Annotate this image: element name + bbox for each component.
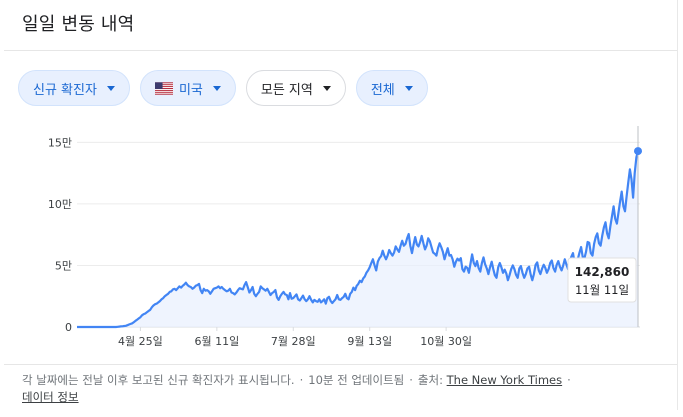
tooltip-date: 11월 11일 xyxy=(575,283,629,297)
y-tick-label: 10만 xyxy=(48,198,72,211)
footer-updated: 10분 전 업데이트됨 xyxy=(308,373,405,387)
metric-filter-label: 신규 확진자 xyxy=(33,82,97,98)
y-tick-label: 5만 xyxy=(55,259,72,272)
daily-change-card: 일일 변동 내역 신규 확진자 미국 모든 지역 전체 xyxy=(4,0,678,410)
region-filter-label: 모든 지역 xyxy=(260,82,313,98)
chevron-down-icon xyxy=(212,85,221,91)
cases-area xyxy=(77,151,638,327)
period-filter-chip[interactable]: 전체 xyxy=(355,70,428,106)
footer-note: 각 날짜에는 전날 이후 보고된 신규 확진자가 표시됩니다. xyxy=(22,373,295,387)
period-filter-label: 전체 xyxy=(370,82,395,98)
country-filter-label: 미국 xyxy=(178,82,203,98)
region-filter-chip[interactable]: 모든 지역 xyxy=(245,70,346,106)
y-axis-ticks: 0 5만 10만 15만 xyxy=(48,136,72,334)
tooltip-background xyxy=(567,257,637,303)
title-divider xyxy=(4,50,677,51)
chevron-down-icon xyxy=(106,85,115,91)
tooltip-value: 142,860 xyxy=(575,265,630,279)
metric-filter-chip[interactable]: 신규 확진자 xyxy=(18,70,130,106)
source-label: 출처: xyxy=(417,373,443,387)
footer: 각 날짜에는 전날 이후 보고된 신규 확진자가 표시됩니다. · 10분 전 업데… xyxy=(22,373,571,404)
y-tick-label: 15만 xyxy=(48,136,72,149)
filter-chips: 신규 확진자 미국 모든 지역 전체 xyxy=(18,70,428,106)
x-axis-ticks: 4월 25일 6월 11일 7월 28일 9월 13일 10월 30일 xyxy=(118,327,472,348)
cases-chart: 0 5만 10만 15만 4월 25일 6월 11일 7월 28일 9월 13일 10월 30… xyxy=(48,126,642,348)
y-tick-label: 0 xyxy=(65,321,72,334)
x-tick-label: 6월 11일 xyxy=(194,334,239,348)
country-filter-chip[interactable]: 미국 xyxy=(139,70,236,106)
x-tick-label: 10월 30일 xyxy=(420,334,472,348)
data-info-link[interactable]: 데이터 정보 xyxy=(22,390,79,404)
footer-divider xyxy=(4,364,677,365)
x-tick-label: 4월 25일 xyxy=(118,334,163,348)
card-title: 일일 변동 내역 xyxy=(22,14,135,35)
source-link[interactable]: The New York Times xyxy=(446,373,563,387)
x-tick-label: 7월 28일 xyxy=(271,334,316,348)
us-flag-icon xyxy=(154,81,173,95)
cases-line xyxy=(77,150,640,329)
x-tick-label: 9월 13일 xyxy=(347,334,392,348)
hover-point[interactable] xyxy=(634,147,642,156)
tooltip: 142,860 11월 11일 xyxy=(567,257,637,303)
chevron-down-icon xyxy=(322,85,331,91)
chevron-down-icon xyxy=(404,85,413,91)
